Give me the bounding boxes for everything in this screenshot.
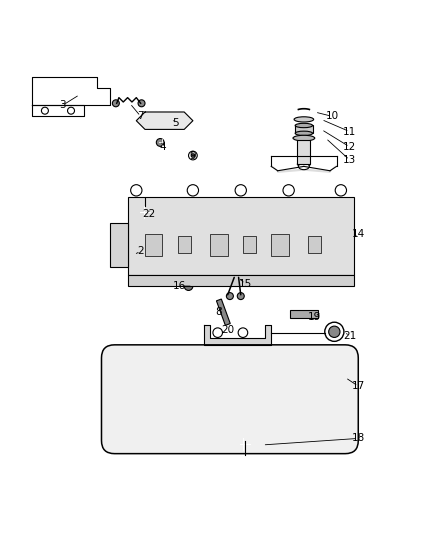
Text: 3: 3: [59, 100, 66, 110]
Text: 18: 18: [352, 433, 365, 443]
Bar: [127, 197, 354, 275]
Bar: [339, 228, 352, 254]
Text: 16: 16: [173, 281, 187, 291]
Ellipse shape: [298, 163, 309, 169]
Bar: [271, 234, 289, 256]
Text: 4: 4: [159, 142, 166, 152]
Circle shape: [225, 385, 235, 396]
Circle shape: [235, 184, 247, 196]
Text: 22: 22: [143, 209, 156, 219]
Circle shape: [89, 91, 96, 98]
Text: 2: 2: [138, 246, 144, 256]
Bar: [216, 299, 230, 325]
Text: 8: 8: [215, 307, 223, 317]
Bar: [145, 234, 162, 256]
Text: 7: 7: [138, 111, 144, 122]
Text: 20: 20: [221, 325, 234, 335]
Bar: [130, 228, 143, 254]
Ellipse shape: [294, 117, 314, 122]
Text: 12: 12: [343, 142, 356, 152]
Bar: [156, 228, 169, 254]
Circle shape: [225, 366, 235, 376]
Circle shape: [184, 282, 193, 290]
Polygon shape: [136, 112, 193, 130]
Circle shape: [266, 200, 276, 211]
Circle shape: [42, 107, 48, 114]
Polygon shape: [32, 77, 110, 106]
Text: 13: 13: [343, 155, 356, 165]
Circle shape: [161, 117, 168, 124]
Polygon shape: [271, 164, 336, 173]
Bar: [260, 228, 273, 254]
Circle shape: [337, 230, 353, 246]
Circle shape: [67, 107, 74, 114]
Circle shape: [113, 100, 119, 107]
Circle shape: [238, 328, 248, 337]
Circle shape: [226, 293, 233, 300]
Circle shape: [187, 184, 198, 196]
Bar: [43, 88, 64, 101]
Circle shape: [139, 206, 151, 218]
Bar: [286, 228, 300, 254]
Ellipse shape: [297, 162, 311, 166]
Bar: [178, 236, 191, 254]
Circle shape: [171, 118, 176, 123]
Circle shape: [342, 235, 349, 241]
Circle shape: [131, 200, 141, 211]
Bar: [308, 236, 321, 254]
Circle shape: [244, 200, 254, 211]
Circle shape: [131, 184, 142, 196]
Bar: [210, 234, 228, 256]
Circle shape: [196, 200, 207, 211]
Polygon shape: [32, 106, 84, 116]
Circle shape: [237, 293, 244, 300]
Text: 10: 10: [325, 111, 339, 122]
Circle shape: [335, 184, 346, 196]
Circle shape: [213, 328, 223, 337]
Circle shape: [314, 200, 324, 211]
Ellipse shape: [293, 135, 315, 141]
Text: 14: 14: [352, 229, 365, 239]
Circle shape: [336, 200, 346, 211]
Polygon shape: [204, 325, 271, 345]
Circle shape: [240, 439, 251, 450]
Bar: [208, 228, 221, 254]
Ellipse shape: [181, 390, 205, 405]
Bar: [297, 140, 311, 164]
Ellipse shape: [295, 123, 313, 128]
Bar: [127, 275, 354, 286]
Ellipse shape: [295, 131, 313, 135]
Bar: [243, 236, 256, 254]
Bar: [93, 91, 102, 98]
Bar: [234, 228, 247, 254]
Bar: [313, 228, 325, 254]
Text: 9: 9: [190, 150, 196, 160]
Circle shape: [70, 90, 81, 100]
Text: 5: 5: [172, 118, 179, 128]
Circle shape: [223, 200, 233, 211]
Circle shape: [225, 407, 235, 417]
Bar: [110, 223, 127, 266]
Ellipse shape: [156, 139, 164, 147]
Circle shape: [175, 200, 185, 211]
Text: 15: 15: [238, 279, 252, 289]
FancyBboxPatch shape: [102, 345, 358, 454]
Circle shape: [328, 326, 340, 337]
Circle shape: [191, 154, 194, 157]
Circle shape: [153, 200, 163, 211]
Text: 19: 19: [308, 312, 321, 321]
Text: 11: 11: [343, 126, 356, 136]
Bar: [295, 125, 313, 133]
Circle shape: [283, 184, 294, 196]
Circle shape: [138, 100, 145, 107]
Circle shape: [188, 151, 197, 160]
Bar: [182, 228, 195, 254]
Bar: [290, 310, 318, 318]
Text: 17: 17: [352, 381, 365, 391]
Text: 21: 21: [343, 331, 356, 341]
Circle shape: [292, 200, 303, 211]
Ellipse shape: [185, 392, 201, 402]
Circle shape: [325, 322, 344, 341]
